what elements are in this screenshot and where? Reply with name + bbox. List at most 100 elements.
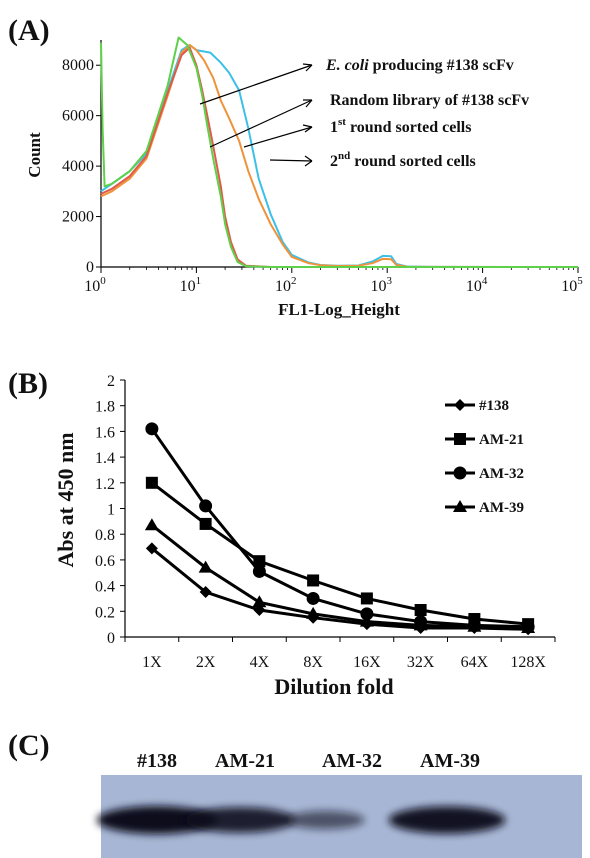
panel-a-label: (A) (8, 14, 50, 47)
b-series-line (150, 481, 529, 626)
triangle-marker (252, 595, 267, 608)
circle-marker (306, 591, 320, 605)
arrow-4 (269, 159, 313, 162)
b-series-line (150, 427, 529, 629)
square-marker (253, 555, 266, 568)
blot-band (97, 806, 217, 834)
b-y-tick-label: 1.2 (95, 476, 115, 493)
a-series-line (100, 36, 578, 268)
b-x-tick-label: 128X (510, 654, 546, 671)
a-x-axis-title: FL1-Log_Height (278, 300, 400, 319)
diamond-marker (199, 586, 212, 599)
blot-band (285, 810, 365, 830)
circle-marker (453, 466, 467, 480)
arrowhead-3 (302, 124, 313, 133)
diamond-marker (454, 399, 466, 411)
blot-bands (97, 806, 506, 834)
b-legend-label: #138 (479, 398, 509, 414)
a-x-tick-label: 102 (275, 275, 297, 295)
b-legend-item: AM-21 (445, 432, 524, 448)
triangle-marker (359, 614, 374, 627)
a-y-tick-label: 6000 (62, 108, 94, 125)
diamond-marker (145, 542, 158, 555)
blot-band (388, 806, 506, 834)
circle-marker (199, 499, 213, 513)
b-x-tick-label: 32X (407, 654, 435, 671)
arrow-2 (209, 99, 313, 148)
b-y-axis-title: Abs at 450 nm (53, 432, 78, 567)
b-y-tick-label: 1.4 (95, 450, 115, 467)
b-y-tick-label: 0.6 (95, 553, 115, 570)
b-x-axis-title: Dilution fold (274, 674, 393, 699)
b-series-am32 (145, 422, 535, 634)
a-y-tick-label: 2000 (62, 209, 94, 226)
blot-lane-label: AM-32 (322, 750, 382, 772)
b-x-tick-label: 64X (461, 654, 489, 671)
panel-c: (C) #138 AM-21 AM-32 AM-39 (8, 729, 582, 858)
arrowhead-4 (304, 155, 313, 167)
b-x-tick-label: 4X (250, 654, 270, 671)
annotation-second-round: 2nd round sorted cells (330, 150, 476, 170)
square-marker (414, 604, 427, 617)
triangle-marker (413, 618, 428, 631)
square-marker (199, 517, 212, 530)
a-y-ticks: 0 2000 4000 6000 8000 (62, 57, 101, 276)
b-y-ticks: 0 0.2 0.4 0.6 0.8 1 1.2 1.4 1.6 1.8 2 (95, 373, 125, 647)
a-y-tick-label: 4000 (62, 158, 94, 175)
triangle-marker (144, 518, 159, 531)
arrowhead-1 (302, 63, 313, 72)
square-marker (454, 433, 466, 445)
b-y-tick-label: 0.4 (95, 579, 115, 596)
panel-b: (B) 0 0.2 0.4 0.6 0.8 1 1.2 1.4 1.6 1.8 2 1X 2X 4X 8X… (8, 367, 556, 699)
a-x-tick-label: 103 (370, 275, 392, 295)
b-x-tick-label: 2X (196, 654, 216, 671)
square-marker (307, 574, 320, 587)
square-marker (145, 476, 158, 489)
flow-histogram: 0 2000 4000 6000 8000 100 101 102 103 104 105 Cou… (25, 36, 583, 319)
a-x-ticks: 100 101 102 103 104 105 (84, 267, 583, 295)
b-series-am21 (145, 476, 535, 631)
arrowhead-2 (303, 99, 313, 108)
blot-lane-label: #138 (137, 750, 177, 772)
triangle-marker (198, 560, 213, 573)
blot-lane-label: AM-39 (420, 750, 480, 772)
circle-marker (145, 422, 159, 436)
b-legend-label: AM-32 (479, 466, 524, 482)
blot-band (185, 807, 295, 833)
triangle-marker (467, 619, 482, 632)
a-series-line (100, 44, 579, 268)
annotation-ecoli: E. coli producing #138 scFv (325, 57, 514, 74)
a-x-tick-label: 101 (180, 275, 202, 295)
blot-lane-label: AM-21 (215, 750, 275, 772)
b-legend-item: AM-39 (445, 500, 524, 516)
b-x-tick-label: 16X (353, 654, 381, 671)
a-y-tick-label: 8000 (62, 57, 94, 74)
circle-marker (252, 564, 266, 578)
arrow-3 (243, 126, 313, 148)
b-legend-label: AM-21 (479, 432, 524, 448)
b-series-group (144, 422, 536, 636)
b-y-tick-label: 0 (107, 630, 115, 647)
b-x-tick-label: 1X (142, 654, 162, 671)
b-legend: #138 AM-21 AM-32 AM-39 (445, 398, 524, 516)
panel-c-label: (C) (8, 729, 50, 762)
arrow-1 (199, 64, 313, 105)
b-x-ticks: 1X 2X 4X 8X 16X 32X 64X 128X (124, 637, 556, 671)
square-marker (360, 592, 373, 605)
triangle-marker (453, 500, 467, 512)
a-y-tick-label: 0 (86, 259, 94, 276)
b-series-line (150, 524, 529, 630)
a-x-tick-label: 104 (466, 275, 488, 295)
annotation-first-round: 1st round sorted cells (330, 116, 471, 136)
b-series-line (150, 547, 529, 631)
b-y-tick-label: 0.2 (95, 604, 115, 621)
triangle-marker (306, 606, 321, 619)
elisa-line-chart: 0 0.2 0.4 0.6 0.8 1 1.2 1.4 1.6 1.8 2 1X 2X 4X 8X 16X 3… (53, 373, 556, 699)
b-legend-item: AM-32 (445, 466, 524, 482)
panel-b-label: (B) (8, 367, 48, 400)
a-y-axis-title: Count (25, 132, 44, 178)
a-series-line (100, 46, 578, 268)
b-y-tick-label: 1.6 (95, 424, 115, 441)
a-x-tick-label: 100 (84, 275, 106, 295)
